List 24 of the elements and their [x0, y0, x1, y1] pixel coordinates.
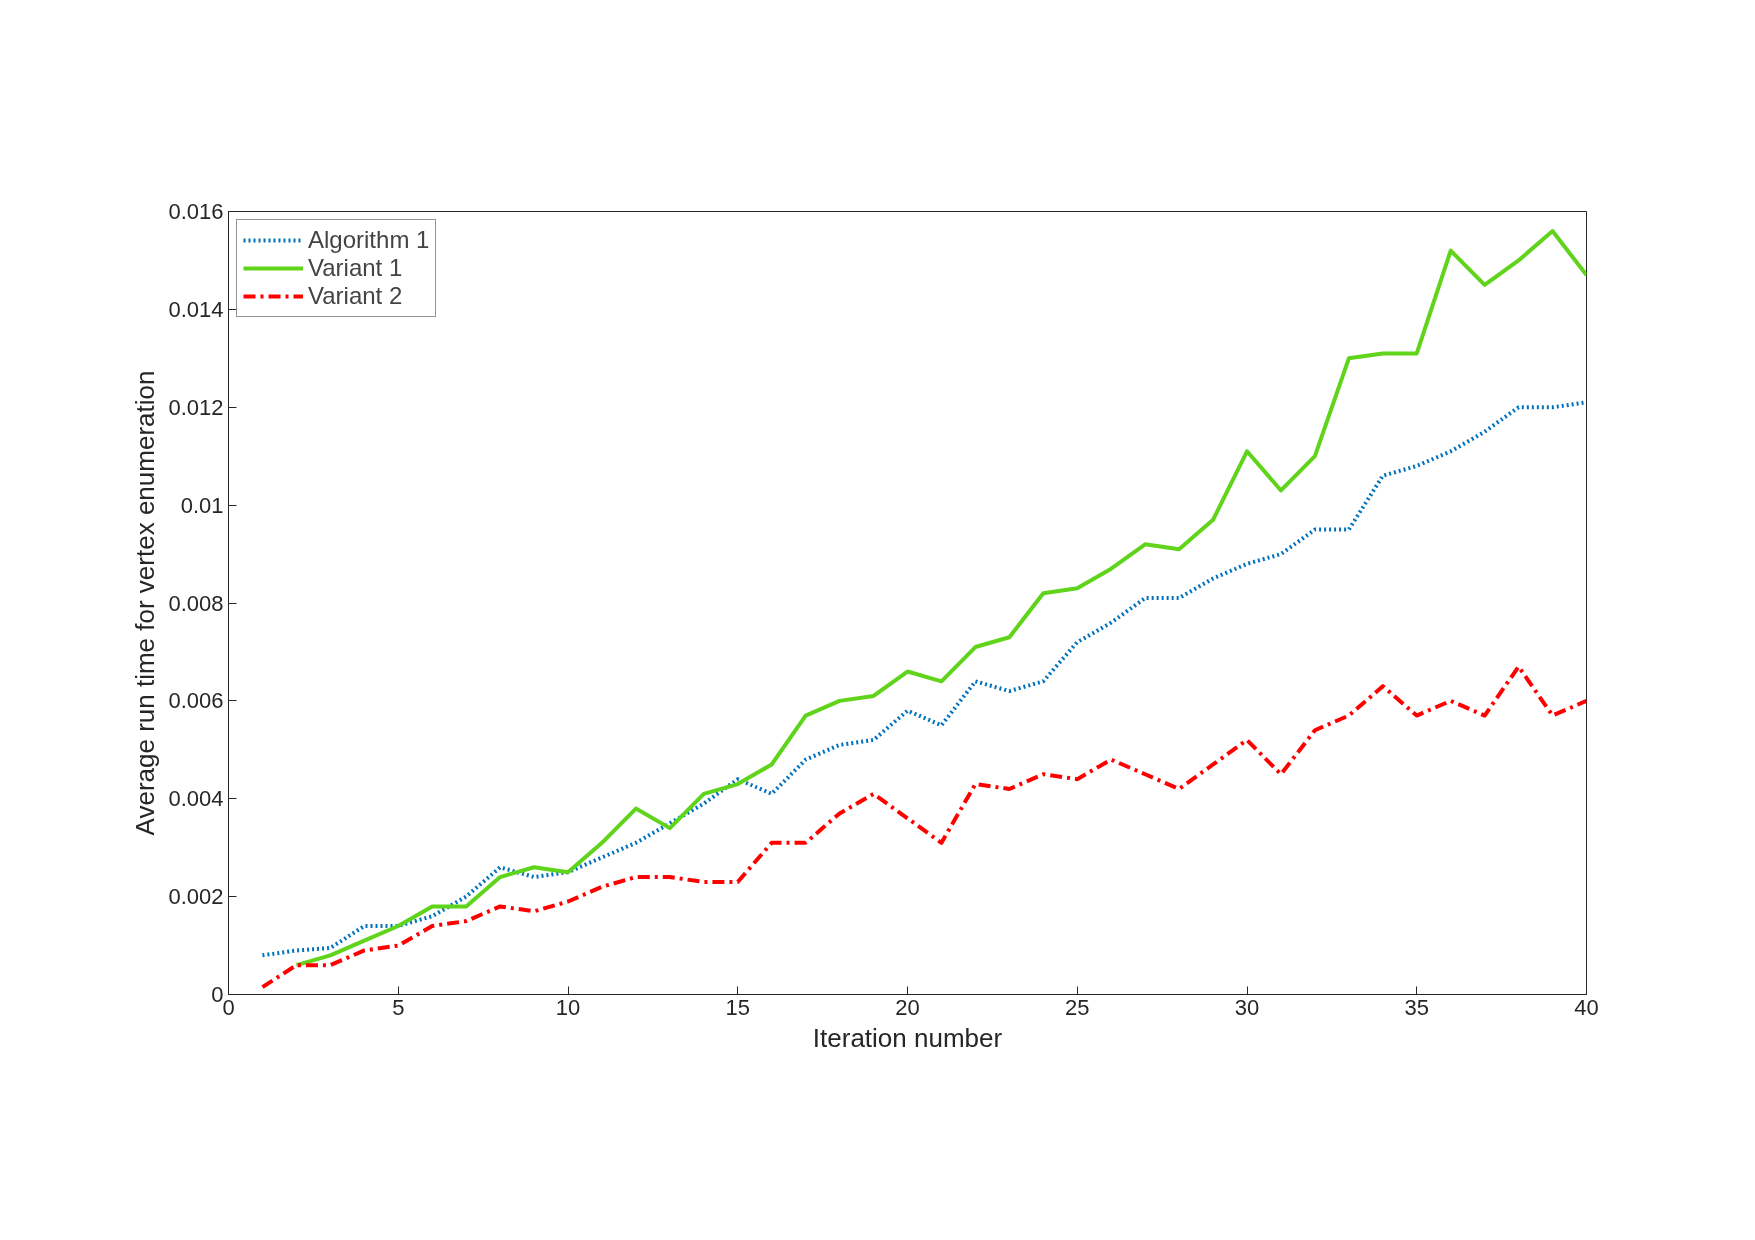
y-tick-label: 0.01: [180, 492, 224, 518]
x-tick-label: 5: [392, 994, 405, 1020]
x-tick-label: 30: [1234, 994, 1260, 1020]
y-tick-label: 0.004: [168, 786, 224, 812]
y-axis-title: Average run time for vertex enumeration: [130, 370, 161, 836]
x-tick-label: 10: [555, 994, 581, 1020]
x-tick-label: 25: [1065, 994, 1090, 1020]
line-series: [260, 400, 1587, 958]
x-axis-title: Iteration number: [812, 1022, 1003, 1053]
y-tick-label: 0.008: [168, 590, 224, 616]
legend-label: Algorithm 1: [308, 226, 430, 254]
y-tick-label: 0.002: [168, 884, 224, 910]
y-tick-label: 0.006: [168, 688, 224, 714]
y-tick-label: 0.012: [168, 394, 224, 420]
y-tick-label: 0.014: [168, 296, 224, 322]
x-tick-label: 20: [895, 994, 920, 1020]
legend-label: Variant 2: [308, 282, 403, 310]
y-tick-label: 0.016: [168, 199, 224, 224]
legend-label: Variant 1: [308, 254, 403, 282]
x-tick-label: 40: [1574, 994, 1599, 1020]
line-series: [260, 664, 1587, 990]
line-series: [294, 229, 1587, 968]
x-tick-label: 35: [1404, 994, 1429, 1020]
x-tick-label: 15: [725, 994, 750, 1020]
